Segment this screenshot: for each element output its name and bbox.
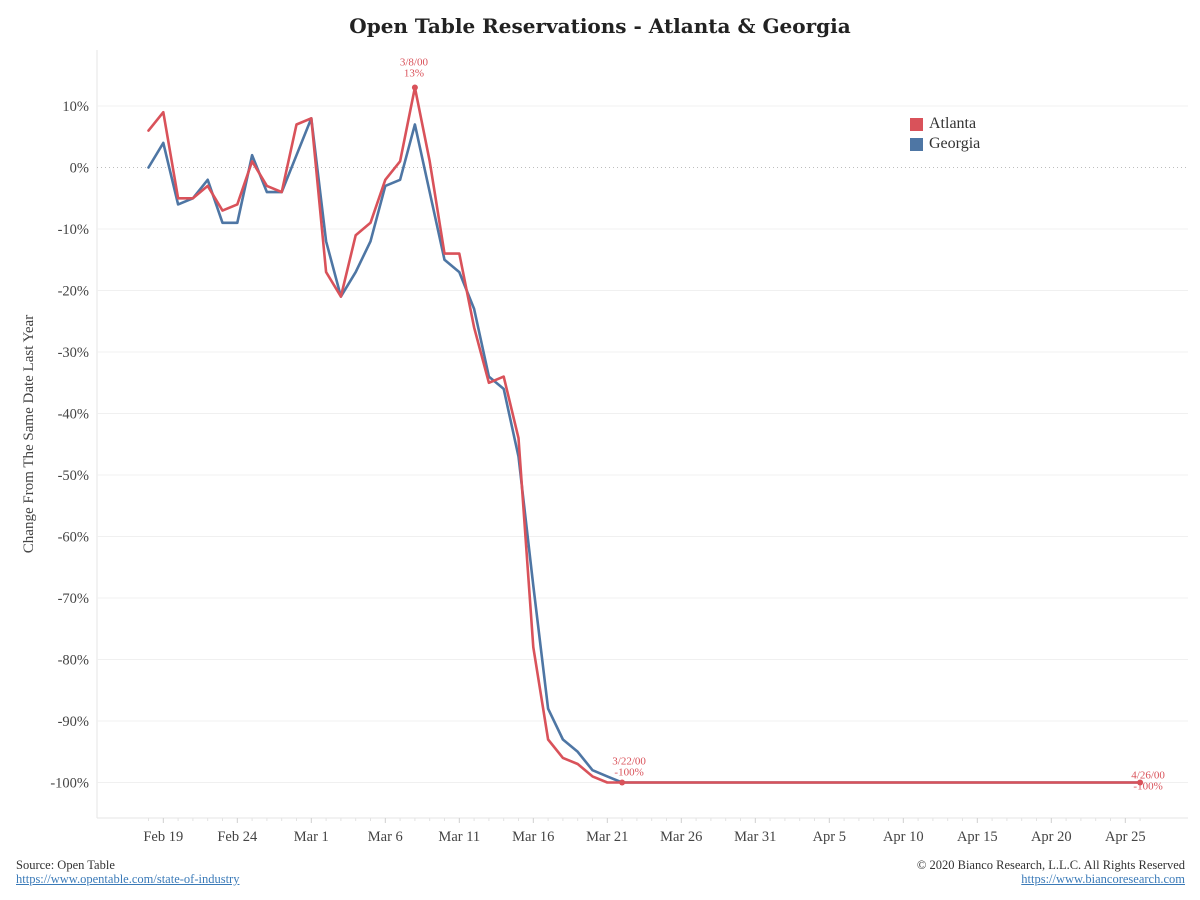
y-tick-label: -70% [58, 591, 89, 607]
source-text: Source: Open Table [16, 858, 115, 872]
x-tick-label: Apr 20 [1031, 829, 1072, 845]
series-line-atlanta [147, 86, 1142, 784]
annotation-mar22-date: 3/22/00 [612, 756, 646, 768]
legend: Atlanta Georgia [910, 114, 980, 154]
legend-swatch-atlanta [910, 117, 923, 131]
source-link[interactable]: https://www.opentable.com/state-of-indus… [16, 872, 240, 886]
chart-title: Open Table Reservations - Atlanta & Geor… [349, 14, 851, 38]
x-tick-label: Apr 25 [1105, 829, 1146, 845]
footer-source: Source: Open Table https://www.opentable… [16, 858, 239, 886]
y-tick-label: 10% [62, 99, 89, 115]
y-tick-label: -50% [58, 468, 89, 484]
x-tick-label: Mar 6 [368, 829, 403, 845]
site-link[interactable]: https://www.biancoresearch.com [1021, 872, 1185, 886]
y-axis-label: Change From The Same Date Last Year [21, 315, 37, 553]
x-tick-label: Feb 19 [143, 829, 183, 845]
x-tick-label: Mar 1 [294, 829, 329, 845]
annotation-apr26-marker [1137, 779, 1144, 786]
legend-label-georgia: Georgia [929, 135, 981, 152]
x-tick-label: Mar 21 [586, 829, 628, 845]
y-tick-label: -10% [58, 222, 89, 238]
annotation-mar22-value: -100% [614, 767, 643, 779]
legend-item-georgia[interactable]: Georgia [910, 134, 980, 154]
series-line-georgia [147, 117, 1142, 784]
y-tick-label: -20% [58, 284, 89, 300]
legend-label-atlanta: Atlanta [929, 115, 977, 132]
y-tick-label: -90% [58, 714, 89, 730]
x-tick-label: Mar 26 [660, 829, 702, 845]
x-tick-label: Apr 10 [883, 829, 924, 845]
annotation-peak-date: 3/8/00 [400, 57, 429, 69]
y-tick-label: -30% [58, 345, 89, 361]
footer-copyright: © 2020 Bianco Research, L.L.C. All Right… [917, 858, 1185, 886]
x-tick-label: Apr 5 [813, 829, 846, 845]
y-tick-label: -40% [58, 407, 89, 423]
x-tick-label: Feb 24 [217, 829, 258, 845]
y-tick-label: -60% [58, 530, 89, 546]
y-tick-label: 0% [70, 161, 89, 177]
annotation-mar22-marker [619, 779, 626, 786]
x-tick-label: Mar 16 [512, 829, 554, 845]
x-tick-label: Apr 15 [957, 829, 998, 845]
x-tick-label: Mar 31 [734, 829, 776, 845]
annotation-apr26-date: 4/26/00 [1131, 770, 1165, 782]
y-tick-label: -100% [50, 776, 89, 792]
annotation-peak-value: 13% [404, 68, 424, 80]
x-tick-label: Mar 11 [438, 829, 480, 845]
legend-item-atlanta[interactable]: Atlanta [910, 114, 980, 134]
copyright-text: © 2020 Bianco Research, L.L.C. All Right… [916, 858, 1185, 872]
annotation-peak-marker [411, 84, 418, 91]
y-tick-label: -80% [58, 653, 89, 669]
annotation-apr26-value: -100% [1133, 781, 1162, 793]
legend-swatch-georgia [910, 137, 923, 151]
